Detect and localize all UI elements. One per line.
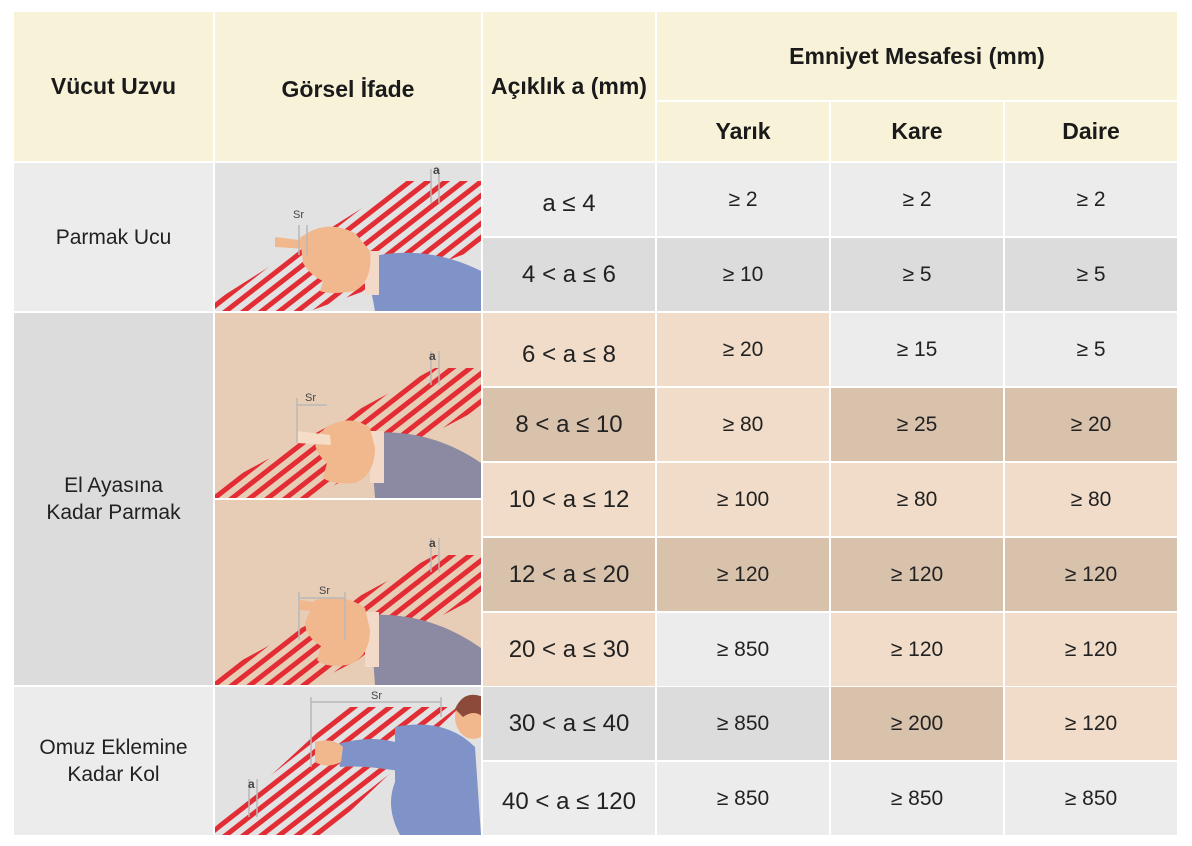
opening-marker-label: a <box>248 777 255 791</box>
square-cell: ≥ 120 <box>831 613 1003 686</box>
opening-cell: 4 < a ≤ 6 <box>483 238 655 311</box>
group-label-finger-to-palm: El Ayasına Kadar Parmak <box>14 313 213 685</box>
opening-cell: a ≤ 4 <box>483 163 655 236</box>
illustration-arm-to-shoulder: a Sr <box>215 687 481 835</box>
opening-marker-label: a <box>429 349 436 363</box>
opening-cell: 10 < a ≤ 12 <box>483 463 655 536</box>
safety-marker-label: Sr <box>371 690 382 702</box>
round-cell: ≥ 2 <box>1005 163 1177 236</box>
header-visual: Görsel İfade <box>215 12 481 161</box>
square-cell: ≥ 850 <box>831 762 1003 835</box>
opening-cell: 12 < a ≤ 20 <box>483 538 655 611</box>
safety-marker-label: Sr <box>293 209 304 221</box>
slot-cell: ≥ 100 <box>657 463 829 536</box>
round-cell: ≥ 120 <box>1005 613 1177 686</box>
safety-marker-label: Sr <box>305 392 316 404</box>
square-cell: ≥ 15 <box>831 313 1003 386</box>
round-cell: ≥ 20 <box>1005 388 1177 461</box>
header-safety-distance: Emniyet Mesafesi (mm) <box>657 12 1177 100</box>
round-cell: ≥ 850 <box>1005 762 1177 835</box>
slot-cell: ≥ 850 <box>657 613 829 686</box>
header-round: Daire <box>1005 102 1177 161</box>
round-cell: ≥ 120 <box>1005 538 1177 611</box>
opening-marker-label: a <box>433 163 440 177</box>
slot-cell: ≥ 850 <box>657 762 829 835</box>
round-cell: ≥ 5 <box>1005 313 1177 386</box>
square-cell: ≥ 80 <box>831 463 1003 536</box>
safety-marker-label: Sr <box>319 585 330 597</box>
square-cell: ≥ 200 <box>831 687 1003 760</box>
header-opening: Açıklık a (mm) <box>483 12 655 161</box>
header-square: Kare <box>831 102 1003 161</box>
opening-marker-label: a <box>429 536 436 550</box>
slot-cell: ≥ 2 <box>657 163 829 236</box>
illustration-finger-to-palm-upper: a Sr <box>215 313 481 498</box>
opening-cell: 40 < a ≤ 120 <box>483 762 655 835</box>
opening-cell: 6 < a ≤ 8 <box>483 313 655 386</box>
slot-cell: ≥ 10 <box>657 238 829 311</box>
slot-cell: ≥ 850 <box>657 687 829 760</box>
opening-cell: 8 < a ≤ 10 <box>483 388 655 461</box>
opening-cell: 20 < a ≤ 30 <box>483 613 655 686</box>
illustration-finger-to-palm-lower: a Sr <box>215 500 481 685</box>
round-cell: ≥ 120 <box>1005 687 1177 760</box>
square-cell: ≥ 5 <box>831 238 1003 311</box>
illustration-fingertip: a Sr <box>215 163 481 311</box>
square-cell: ≥ 120 <box>831 538 1003 611</box>
group-label-fingertip: Parmak Ucu <box>14 163 213 311</box>
header-slot: Yarık <box>657 102 829 161</box>
square-cell: ≥ 25 <box>831 388 1003 461</box>
header-body-part: Vücut Uzvu <box>14 12 213 161</box>
round-cell: ≥ 5 <box>1005 238 1177 311</box>
slot-cell: ≥ 120 <box>657 538 829 611</box>
slot-cell: ≥ 80 <box>657 388 829 461</box>
slot-cell: ≥ 20 <box>657 313 829 386</box>
square-cell: ≥ 2 <box>831 163 1003 236</box>
group-label-arm-to-shoulder: Omuz Eklemine Kadar Kol <box>14 687 213 835</box>
round-cell: ≥ 80 <box>1005 463 1177 536</box>
opening-cell: 30 < a ≤ 40 <box>483 687 655 760</box>
